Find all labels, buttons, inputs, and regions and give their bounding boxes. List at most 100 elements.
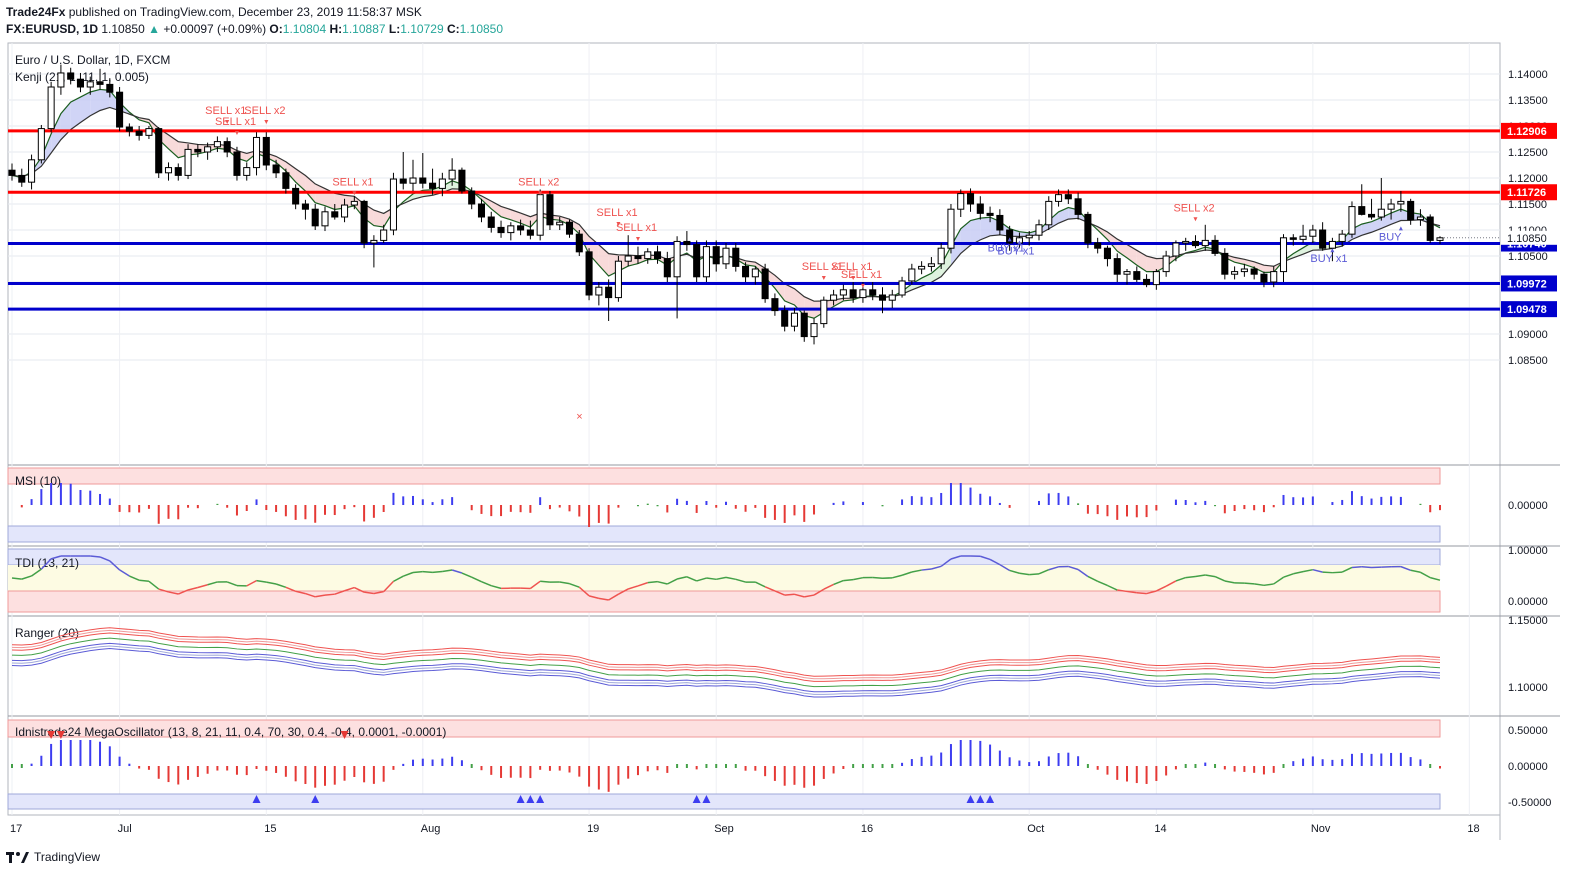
tdi-line-segment [334, 590, 345, 595]
kenji-cloud-segment [501, 206, 511, 220]
candle-body [800, 312, 808, 338]
tdi-line-segment [657, 580, 668, 585]
tdi-line-segment [442, 569, 453, 573]
tdi-line-segment [1087, 575, 1099, 582]
signal-label-buy: BUY [1379, 231, 1402, 243]
tdi-line-segment [843, 578, 854, 582]
tdi-line-segment [109, 560, 121, 571]
candle-body [526, 229, 534, 236]
kenji-cloud-segment [80, 91, 91, 123]
candle-body [233, 151, 241, 176]
candle-body [341, 204, 349, 218]
tdi-line-segment [177, 589, 189, 595]
candle-body [360, 200, 368, 244]
candle-body [1231, 271, 1239, 275]
signal-label-sell: SELL x1 [215, 116, 256, 128]
ranger-band-line [11, 632, 1441, 682]
mega-buy-triangle-icon [976, 795, 985, 803]
signal-arrow-icon [1398, 226, 1403, 231]
tdi-line-segment [1077, 568, 1089, 578]
kenji-cloud-segment [1107, 232, 1118, 252]
ranger-y-tick: 1.15000 [1508, 615, 1548, 627]
candle-body [683, 240, 691, 246]
candle-body [722, 247, 730, 265]
ranger-band-line [11, 648, 1441, 698]
candle-body [771, 298, 779, 312]
tdi-line-segment [1165, 580, 1177, 587]
candle-body [204, 146, 212, 153]
tdi-line-segment [529, 580, 541, 590]
candle-body [1416, 216, 1424, 221]
candle-body [1397, 200, 1405, 205]
tdi-line-segment [305, 592, 316, 598]
tdi-line-segment [1126, 590, 1137, 594]
candle-body [839, 289, 847, 296]
tdi-line-segment [148, 580, 160, 590]
signal-arrow-icon [264, 120, 269, 125]
symbol-label: FX:EURUSD, 1D [6, 22, 99, 36]
signal-arrow-icon [538, 191, 543, 196]
candle-body [878, 294, 887, 301]
tdi-line-segment [1244, 582, 1255, 585]
y-tick-label: 1.09000 [1508, 329, 1548, 341]
high-value: 1.10887 [342, 22, 386, 36]
candle-body [898, 280, 906, 296]
x-tick-label: 15 [264, 823, 276, 835]
signal-arrow-icon [821, 276, 826, 281]
candle-body [673, 240, 681, 278]
candle-body [311, 208, 319, 227]
tdi-line-segment [1410, 569, 1421, 574]
candle-body [830, 294, 838, 301]
kenji-cloud-segment [598, 244, 609, 277]
signal-label-sell: SELL x1 [596, 207, 637, 219]
tdi-line-segment [784, 593, 795, 596]
candle-body [908, 268, 916, 282]
tdi-line-segment [666, 578, 678, 585]
level-price-tag [1501, 301, 1557, 318]
tdi-line-segment [1254, 583, 1265, 587]
signal-label-sell: SELL x2 [518, 176, 559, 188]
tdi-line-segment [40, 558, 52, 570]
mega-buy-triangle-icon [516, 795, 525, 803]
signal-arrow-icon [1017, 240, 1022, 245]
tdi-line-segment [1293, 570, 1304, 575]
tdi-line-segment [618, 588, 629, 595]
tdi-line-segment [11, 577, 22, 580]
tdi-line-segment [129, 575, 140, 581]
signal-label-sell: SELL x1 [205, 105, 246, 117]
tdi-line-segment [461, 572, 472, 578]
candle-body [409, 177, 417, 184]
candle-body [1094, 242, 1102, 249]
x-tick-label: 14 [1154, 823, 1166, 835]
tdi-line-segment [647, 580, 658, 584]
candle-body [1201, 239, 1209, 247]
candle-body [76, 78, 84, 88]
y-tick-label: 1.12500 [1508, 147, 1548, 159]
level-price-label: 1.11726 [1507, 187, 1546, 199]
candle-body [712, 246, 720, 265]
candle-body [1172, 242, 1180, 257]
tdi-line-segment [980, 555, 991, 561]
tdi-y-tick: 1.00000 [1508, 545, 1548, 557]
tdi-line-segment [999, 564, 1011, 572]
level-price-label: 1.12906 [1507, 126, 1547, 138]
kenji-cloud-segment [960, 220, 971, 254]
kenji-cloud-segment [373, 210, 384, 228]
mega-y-tick: -0.50000 [1508, 797, 1551, 809]
tdi-line-segment [989, 558, 1001, 566]
candle-body [145, 128, 153, 136]
tdi-line-segment [872, 576, 883, 580]
candle-body [419, 177, 427, 184]
kenji-cloud-segment [941, 246, 951, 277]
candle-body [849, 289, 857, 299]
candle-body [1025, 234, 1033, 239]
tdi-line-segment [794, 593, 805, 598]
candle-body [634, 255, 642, 260]
level-price-label: 1.09478 [1507, 304, 1547, 316]
candle-body [125, 126, 133, 132]
candle-body [252, 136, 261, 169]
kenji-cloud-segment [1146, 256, 1157, 272]
signal-arrow-icon [616, 221, 621, 226]
kenji-cloud-segment [1263, 265, 1274, 273]
